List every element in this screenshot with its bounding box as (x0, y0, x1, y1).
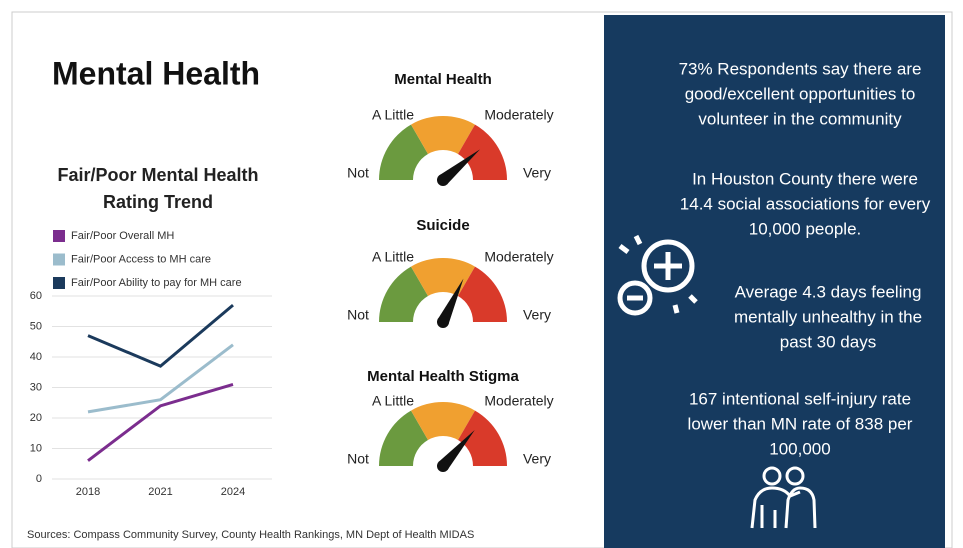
legend-label: Fair/Poor Ability to pay for MH care (71, 277, 242, 289)
gauge-label: A Little (372, 249, 414, 265)
line-series (87, 383, 234, 462)
page-title: Mental Health (52, 55, 260, 91)
gauge-label: Not (347, 165, 369, 181)
x-tick-label: 2021 (148, 486, 172, 498)
fact-line: mentally unhealthy in the (734, 307, 922, 326)
gauge-label: Moderately (484, 107, 553, 123)
gauge-segment (379, 124, 428, 180)
y-tick-label: 60 (30, 290, 42, 302)
fact-line: 10,000 people. (749, 219, 862, 238)
legend-label: Fair/Poor Overall MH (71, 230, 174, 242)
gauge-label: Very (523, 165, 551, 181)
gauge-segment (458, 410, 507, 466)
gauge-segment (458, 124, 507, 180)
gauge-label: Very (523, 451, 551, 467)
x-tick-label: 2024 (221, 486, 245, 498)
y-tick-label: 50 (30, 320, 42, 332)
needle-hub (437, 316, 449, 328)
gauge-label: Moderately (484, 393, 553, 409)
fact-line: past 30 days (780, 332, 876, 351)
sources: Sources: Compass Community Survey, Count… (27, 529, 474, 541)
people-icon (750, 466, 817, 529)
x-tick-label: 2018 (76, 486, 100, 498)
fact-line: lower than MN rate of 838 per (688, 414, 913, 433)
gauge-segment (458, 266, 507, 322)
fact-line: 73% Respondents say there are (679, 59, 922, 78)
gauge-label: Very (523, 307, 551, 323)
y-tick-label: 40 (30, 351, 42, 363)
legend-swatch (53, 277, 65, 289)
gauge-title: Mental Health Stigma (367, 368, 519, 385)
gauge-needle (438, 429, 475, 470)
gauge-label: A Little (372, 393, 414, 409)
fact-line: volunteer in the community (698, 109, 902, 128)
y-tick-label: 30 (30, 381, 42, 393)
plus-icon (617, 234, 698, 316)
gauge-segment (379, 266, 428, 322)
needle-hub (437, 460, 449, 472)
y-tick-label: 0 (36, 473, 42, 485)
gauge-title: Mental Health (394, 71, 492, 88)
gauge-label: Not (347, 451, 369, 467)
gauge-needle (437, 278, 464, 325)
gauge-segment (411, 402, 475, 441)
fact-line: 167 intentional self-injury rate (689, 389, 911, 408)
gauge-segment (411, 116, 475, 155)
fact-line: good/excellent opportunities to (685, 84, 916, 103)
line-series (87, 343, 234, 414)
fact-line: 100,000 (769, 439, 830, 458)
chart-title: Fair/Poor Mental Health (57, 165, 258, 185)
needle-hub (437, 174, 449, 186)
gauge-title: Suicide (416, 217, 469, 234)
fact-line: 14.4 social associations for every (680, 194, 931, 213)
fact-line: Average 4.3 days feeling (735, 282, 922, 301)
legend-swatch (53, 253, 65, 266)
legend-swatch (53, 230, 65, 242)
y-tick-label: 10 (30, 442, 42, 454)
gauge-label: A Little (372, 107, 414, 123)
gauge-needle (439, 149, 480, 185)
gauge-label: Moderately (484, 249, 553, 265)
y-tick-label: 20 (30, 412, 42, 424)
gauge-segment (379, 410, 428, 466)
line-series (87, 304, 234, 368)
fact-panel (604, 15, 945, 548)
chart-title: Rating Trend (103, 192, 213, 212)
fact-line: In Houston County there were (692, 169, 918, 188)
legend-label: Fair/Poor Access to MH care (71, 253, 211, 265)
gauge-label: Not (347, 307, 369, 323)
